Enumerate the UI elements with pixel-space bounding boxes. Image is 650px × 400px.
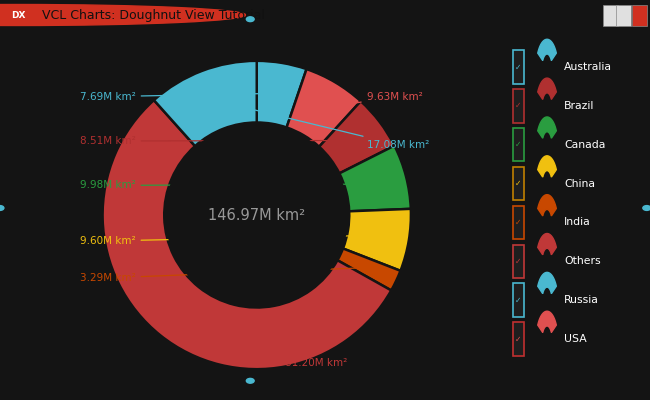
Text: 9.63M km²: 9.63M km² bbox=[322, 92, 422, 108]
FancyBboxPatch shape bbox=[513, 167, 524, 200]
FancyBboxPatch shape bbox=[513, 89, 524, 122]
Text: Others: Others bbox=[564, 256, 601, 266]
Wedge shape bbox=[103, 100, 391, 369]
Text: ✓: ✓ bbox=[515, 101, 521, 110]
Text: India: India bbox=[564, 217, 591, 227]
Text: USA: USA bbox=[564, 334, 587, 344]
Text: ✓: ✓ bbox=[515, 334, 521, 344]
Text: VCL Charts: Doughnut View Tutorial: VCL Charts: Doughnut View Tutorial bbox=[42, 8, 265, 22]
FancyBboxPatch shape bbox=[632, 4, 647, 26]
Wedge shape bbox=[287, 69, 361, 147]
FancyBboxPatch shape bbox=[513, 128, 524, 161]
FancyBboxPatch shape bbox=[616, 4, 630, 26]
Polygon shape bbox=[538, 272, 556, 294]
Text: ✓: ✓ bbox=[515, 62, 521, 72]
Wedge shape bbox=[319, 101, 395, 173]
Text: ✓: ✓ bbox=[515, 296, 521, 305]
Polygon shape bbox=[538, 156, 556, 177]
Wedge shape bbox=[154, 61, 257, 146]
Circle shape bbox=[166, 124, 348, 306]
Text: ✓: ✓ bbox=[515, 218, 521, 227]
Text: 8.51M km²: 8.51M km² bbox=[80, 136, 352, 146]
Text: 146.97M km²: 146.97M km² bbox=[208, 208, 306, 222]
Polygon shape bbox=[538, 311, 556, 332]
FancyBboxPatch shape bbox=[513, 50, 524, 84]
Text: ✓: ✓ bbox=[515, 140, 521, 149]
Text: China: China bbox=[564, 178, 595, 188]
FancyBboxPatch shape bbox=[513, 322, 524, 356]
Text: 7.69M km²: 7.69M km² bbox=[80, 92, 274, 102]
Wedge shape bbox=[339, 146, 411, 211]
FancyBboxPatch shape bbox=[513, 244, 524, 278]
Text: 17.08M km²: 17.08M km² bbox=[215, 100, 429, 150]
Text: ✓: ✓ bbox=[515, 257, 521, 266]
Polygon shape bbox=[538, 39, 556, 60]
Wedge shape bbox=[337, 248, 400, 290]
Wedge shape bbox=[257, 61, 307, 128]
Text: 9.98M km²: 9.98M km² bbox=[80, 180, 373, 190]
Polygon shape bbox=[538, 117, 556, 138]
Text: Brazil: Brazil bbox=[564, 101, 595, 111]
FancyBboxPatch shape bbox=[603, 4, 618, 26]
FancyBboxPatch shape bbox=[513, 206, 524, 239]
Circle shape bbox=[0, 4, 246, 26]
Text: 3.29M km²: 3.29M km² bbox=[80, 268, 365, 283]
Polygon shape bbox=[538, 234, 556, 255]
Text: ✓: ✓ bbox=[515, 179, 521, 188]
Text: DX: DX bbox=[11, 10, 25, 20]
Text: 9.60M km²: 9.60M km² bbox=[80, 235, 376, 246]
Text: Canada: Canada bbox=[564, 140, 606, 150]
Wedge shape bbox=[343, 209, 411, 271]
Text: Russia: Russia bbox=[564, 295, 599, 305]
Text: 81.20M km²: 81.20M km² bbox=[182, 312, 348, 368]
Polygon shape bbox=[538, 78, 556, 99]
Text: Australia: Australia bbox=[564, 62, 612, 72]
Polygon shape bbox=[538, 195, 556, 216]
FancyBboxPatch shape bbox=[513, 284, 524, 317]
